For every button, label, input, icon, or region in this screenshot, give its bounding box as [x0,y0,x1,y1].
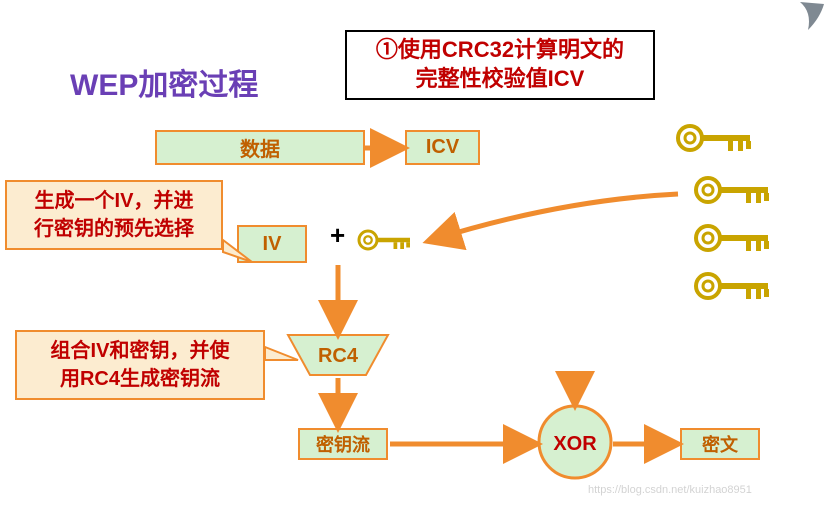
callout-gen-iv: 生成一个IV，并进 行密钥的预先选择 [5,180,223,250]
plus-symbol: + [330,220,345,251]
watermark-text: https://blog.csdn.net/kuizhao8951 [588,484,752,496]
node-iv: IV [237,225,307,263]
callout-combine: 组合IV和密钥，并使 用RC4生成密钥流 [15,330,265,400]
diagram-title: WEP加密过程 [70,60,258,104]
callout-combine-pointer [265,347,298,360]
callout-gen-iv-line2: 行密钥的预先选择 [34,215,194,243]
annotation-crc32-line1: ①使用CRC32计算明文的 [376,36,624,65]
node-rc4-label: RC4 [318,345,359,367]
node-rc4-shape [288,335,388,375]
callout-gen-iv-line1: 生成一个IV，并进 [35,187,194,215]
callout-combine-line2: 用RC4生成密钥流 [60,365,220,393]
key-icon-1 [678,126,751,151]
key-icon-4 [696,274,769,299]
node-ciphertext: 密文 [680,428,760,460]
key-icon-small [359,231,410,249]
callout-combine-line1: 组合IV和密钥，并使 [51,337,230,365]
node-keystream: 密钥流 [298,428,388,460]
node-xor-shape [539,406,611,478]
annotation-crc32-line2: 完整性校验值ICV [416,65,585,94]
key-icon-2 [696,178,769,203]
node-xor-label: XOR [553,433,597,455]
node-icv: ICV [405,130,480,165]
annotation-crc32: ①使用CRC32计算明文的 完整性校验值ICV [345,30,655,100]
node-data: 数据 [155,130,365,165]
corner-decor [800,2,824,30]
key-icon-3 [696,226,769,251]
arrow-key-to-plus [432,194,678,240]
